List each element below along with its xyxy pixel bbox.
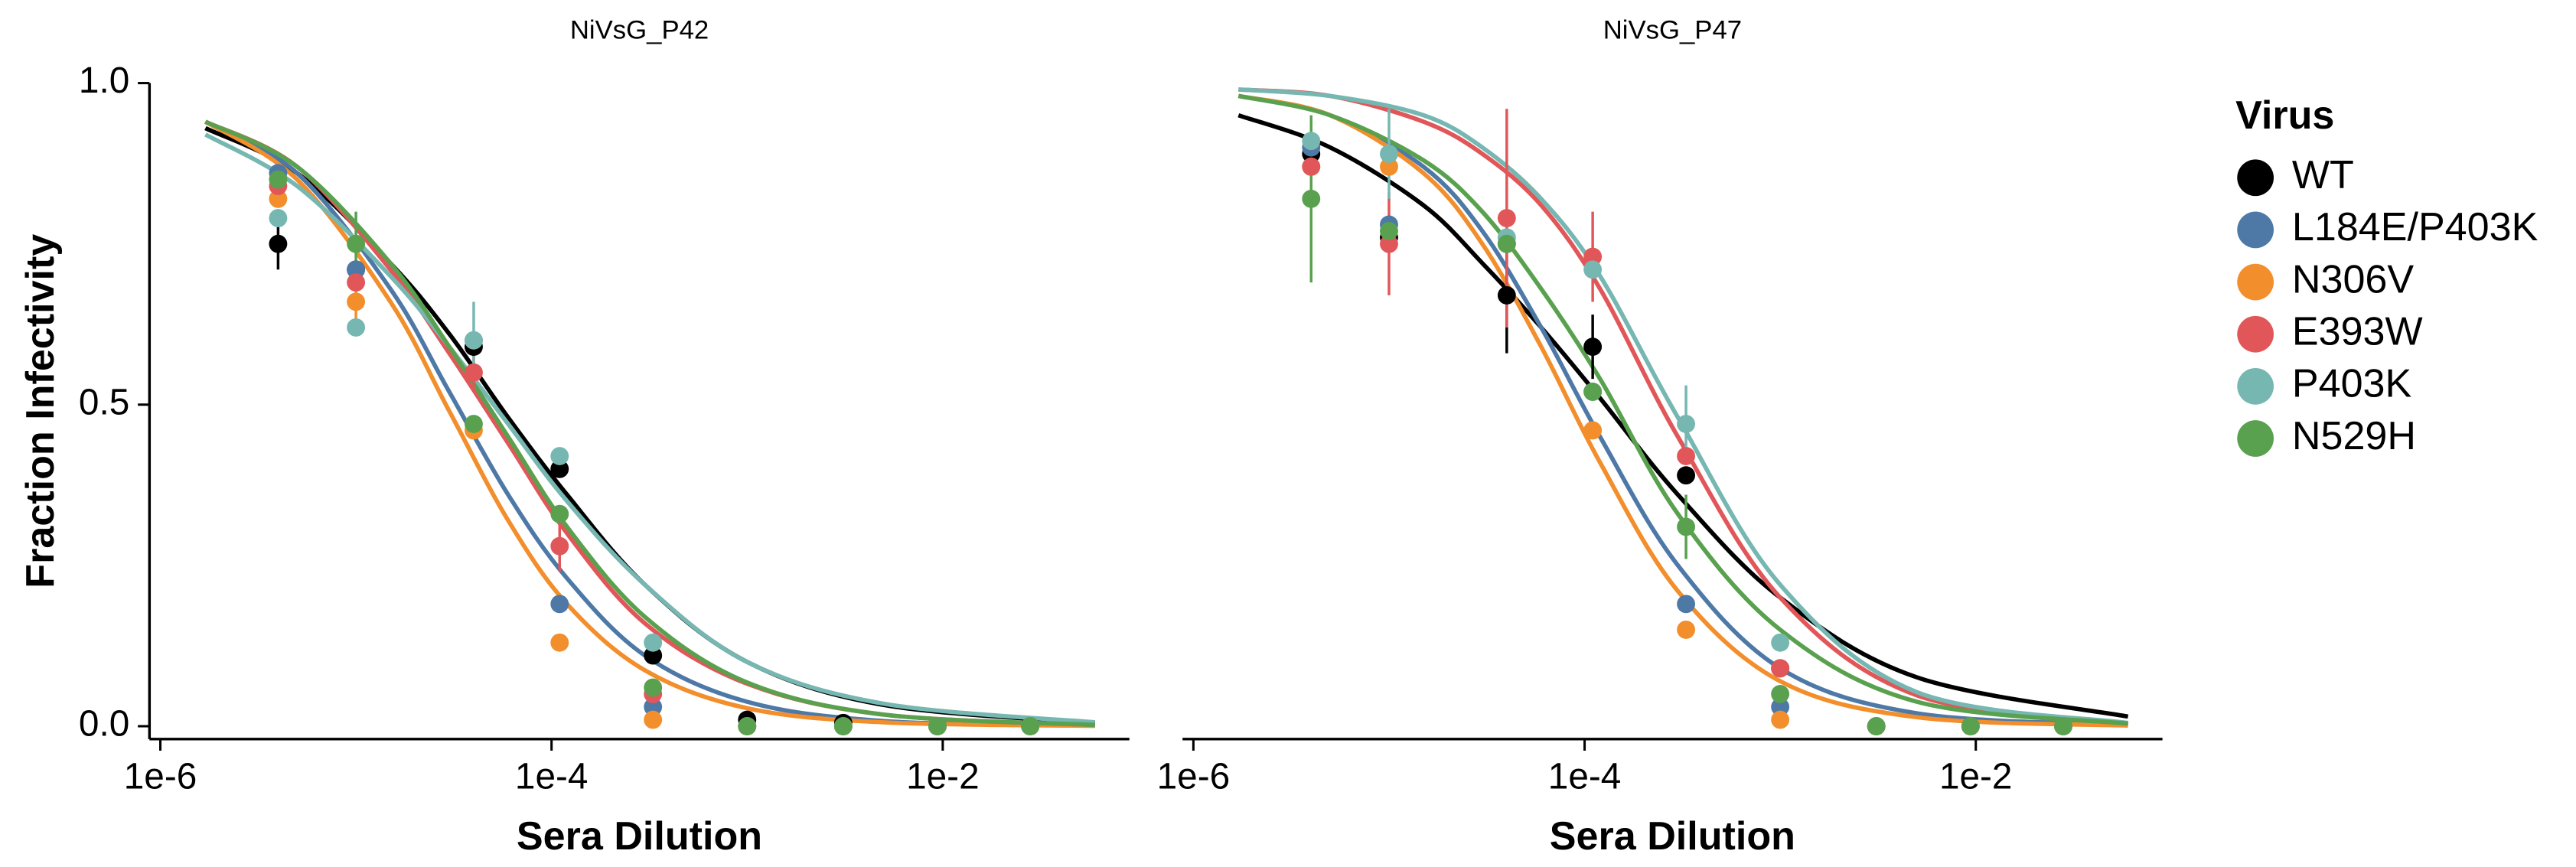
legend-marker (2237, 263, 2274, 301)
data-point (269, 189, 288, 208)
data-point (738, 717, 757, 735)
data-point (833, 717, 853, 735)
data-point (347, 273, 366, 292)
data-point (347, 260, 366, 279)
fit-curve (1237, 93, 2128, 726)
legend-marker (2237, 367, 2274, 405)
data-point (1302, 189, 1321, 208)
data-point (1497, 234, 1516, 253)
data-point (1677, 466, 1696, 485)
data-point (1677, 415, 1696, 433)
legend-label: N529H (2292, 414, 2416, 458)
x-tick-label: 1e-6 (1157, 757, 1231, 797)
data-point (644, 633, 663, 652)
fit-curve (1238, 87, 2128, 726)
data-point (550, 447, 569, 465)
data-point (644, 697, 663, 716)
data-point (347, 234, 366, 253)
data-point (347, 292, 366, 311)
data-point (2054, 717, 2072, 735)
legend-label: WT (2292, 153, 2354, 197)
data-point (1021, 717, 1040, 735)
y-tick-label: 0.0 (79, 704, 129, 745)
data-point (1583, 337, 1603, 357)
x-tick-label: 1e-2 (1939, 757, 2013, 797)
x-tick-label: 1e-4 (1548, 757, 1622, 797)
y-axis-label: Fraction Infectivity (18, 234, 63, 588)
data-point (1771, 633, 1790, 652)
data-point (928, 717, 947, 735)
data-point (465, 415, 483, 433)
data-point (1380, 145, 1398, 163)
data-point (1677, 595, 1696, 614)
data-point (465, 331, 483, 350)
data-point (1380, 234, 1398, 253)
fit-curve (1238, 87, 2129, 725)
panel-title: NiVsG_P42 (570, 15, 709, 44)
x-axis-label: Sera Dilution (1550, 814, 1795, 859)
x-tick-label: 1e-6 (124, 757, 197, 797)
data-point (347, 318, 366, 337)
data-point (550, 536, 569, 556)
data-point (465, 363, 483, 382)
panel-title: NiVsG_P47 (1603, 15, 1742, 44)
data-point (550, 504, 569, 523)
x-tick-label: 1e-2 (906, 757, 980, 797)
legend-marker (2237, 159, 2274, 197)
data-point (1302, 132, 1321, 151)
data-point (1961, 717, 1980, 735)
data-point (1771, 710, 1790, 729)
data-point (1583, 260, 1603, 279)
x-axis-label: Sera Dilution (517, 814, 762, 859)
legend-label: N306V (2292, 257, 2414, 301)
data-point (1583, 421, 1603, 440)
data-point (1583, 383, 1603, 401)
data-point (1771, 685, 1790, 703)
data-point (1867, 717, 1886, 735)
data-point (1583, 247, 1603, 266)
data-point (1302, 157, 1321, 176)
y-tick-label: 0.5 (79, 382, 129, 422)
data-point (550, 633, 569, 652)
fit-curve (204, 132, 1095, 725)
data-point (1771, 697, 1790, 716)
data-point (644, 646, 663, 665)
legend-title: Virus (2235, 93, 2334, 138)
data-point (1771, 659, 1790, 678)
legend-marker (2237, 211, 2274, 249)
y-tick-label: 1.0 (79, 60, 129, 101)
data-point (269, 234, 288, 253)
legend-marker (2237, 420, 2274, 457)
legend-label: P403K (2292, 362, 2412, 406)
data-point (1677, 517, 1696, 536)
data-point (1677, 447, 1696, 465)
data-point (1677, 621, 1696, 639)
data-point (1380, 221, 1398, 240)
data-point (1380, 157, 1398, 176)
legend-label: E393W (2292, 309, 2423, 354)
legend-label: L184E/P403K (2292, 205, 2539, 249)
legend-marker (2237, 315, 2274, 353)
data-point (1497, 209, 1516, 228)
data-point (550, 459, 569, 478)
data-point (644, 678, 663, 697)
data-point (550, 595, 569, 614)
data-point (644, 710, 663, 729)
data-point (269, 170, 288, 189)
data-point (1497, 285, 1516, 305)
data-point (269, 209, 288, 228)
x-tick-label: 1e-4 (515, 757, 589, 797)
